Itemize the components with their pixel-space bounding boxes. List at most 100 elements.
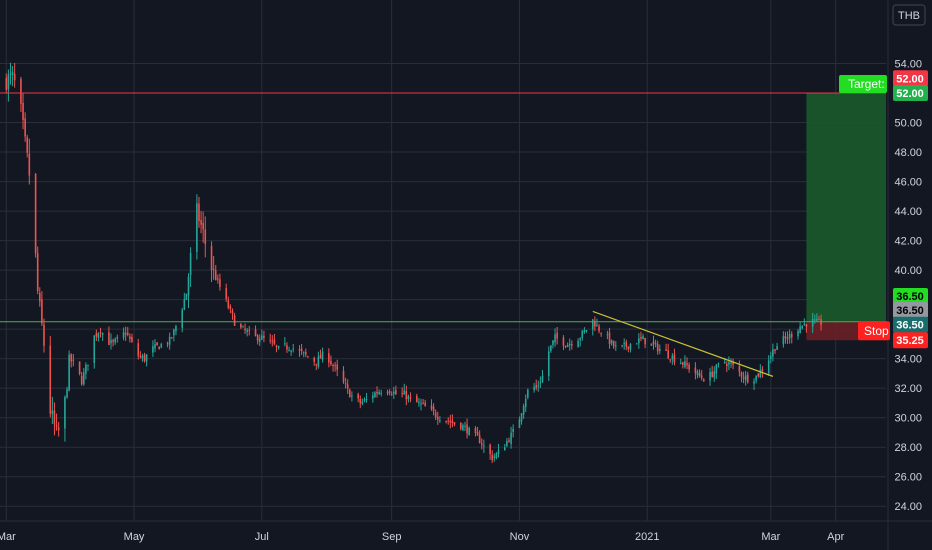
candle-body — [24, 118, 26, 137]
y-tick-label: 28.00 — [894, 442, 922, 454]
candle-body — [717, 363, 720, 365]
candle-body — [581, 330, 584, 339]
candle-body — [290, 350, 292, 352]
x-tick-label: Mar — [0, 531, 16, 543]
candle-body — [305, 352, 307, 355]
candle-body — [372, 395, 374, 399]
candle-body — [436, 416, 439, 420]
candle-body — [131, 336, 133, 342]
candle-body — [640, 337, 642, 339]
candle-body — [348, 389, 351, 398]
candle-body — [422, 402, 424, 404]
candle-body — [464, 425, 466, 427]
candle-body — [547, 351, 550, 377]
candle-body — [554, 334, 556, 343]
target-tag: Target: — [848, 77, 885, 91]
candle-body — [7, 74, 10, 90]
candle-body — [145, 354, 148, 362]
candle-body — [292, 348, 295, 350]
candle-body — [374, 392, 376, 398]
x-tick-label: Nov — [510, 531, 530, 543]
candle-body — [591, 319, 594, 330]
candle-body — [434, 412, 437, 418]
candle-body — [256, 335, 259, 341]
candle-body — [520, 413, 523, 422]
candle-body — [363, 399, 366, 401]
candle-body — [378, 392, 380, 395]
candle-body — [321, 351, 324, 360]
candle-body — [694, 367, 697, 374]
candle-body — [598, 326, 600, 332]
candle-body — [621, 344, 623, 346]
candle-body — [82, 372, 85, 385]
candle-body — [300, 348, 303, 352]
candle-body — [784, 336, 787, 339]
candle-body — [20, 78, 22, 104]
candle-body — [746, 374, 749, 383]
candle-body — [759, 370, 762, 378]
candle-body — [114, 338, 117, 343]
candle-body — [797, 330, 799, 337]
candle-body — [790, 333, 793, 338]
horizontal-lines[interactable] — [0, 92, 886, 323]
y-tick-label: 50.00 — [894, 118, 922, 130]
candle-body — [22, 102, 24, 121]
candle-body — [288, 349, 290, 351]
x-tick-label: Jul — [255, 531, 269, 543]
y-tick-label: 46.00 — [894, 177, 922, 189]
candle-body — [642, 336, 644, 340]
candle-body — [696, 371, 699, 376]
entry-price-grey-box — [893, 301, 928, 318]
candle-body — [9, 73, 12, 75]
x-tick-label: Apr — [827, 531, 844, 543]
y-tick-label: 54.00 — [894, 59, 922, 71]
candle-body — [317, 356, 320, 367]
currency-label: THB — [898, 10, 920, 22]
y-tick-label: 34.00 — [894, 354, 922, 366]
candle-body — [480, 443, 483, 446]
candle-body — [49, 345, 52, 414]
candle-body — [85, 364, 87, 374]
candle-body — [460, 422, 462, 429]
candle-body — [673, 354, 676, 363]
candle-body — [451, 420, 454, 423]
position-zones[interactable] — [806, 93, 886, 341]
candle-body — [185, 293, 188, 301]
candle-body — [196, 203, 198, 252]
candle-body — [313, 357, 315, 362]
candle-body — [187, 276, 190, 296]
currency-button[interactable]: THB — [892, 4, 926, 26]
candle-body — [36, 253, 39, 292]
stop-tag-box — [858, 321, 890, 341]
target-tag-box — [839, 75, 887, 94]
candle-body — [328, 353, 330, 363]
candle-body — [93, 335, 96, 363]
candle-body — [376, 391, 378, 394]
entry-price-green: 36.50 — [896, 291, 924, 303]
candle-body — [665, 349, 667, 351]
candle-body — [38, 293, 41, 302]
candle-body — [658, 348, 661, 351]
candle-body — [684, 361, 686, 367]
candle-body — [168, 336, 171, 345]
candle-body — [269, 339, 271, 341]
candle-body — [568, 343, 571, 346]
candle-body — [476, 432, 479, 436]
candle-body — [70, 354, 73, 362]
candle-body — [110, 339, 112, 344]
candle-body — [698, 373, 701, 377]
candle-body — [122, 332, 125, 338]
candle-body — [508, 440, 510, 442]
candle-body — [420, 403, 422, 405]
candle-body — [202, 223, 204, 230]
candle-body — [78, 361, 81, 374]
candle-body — [189, 253, 192, 276]
candle-body — [57, 427, 60, 431]
candle-body — [158, 346, 160, 350]
candle-body — [198, 203, 200, 222]
candle-body — [615, 345, 617, 347]
candle-body — [432, 406, 435, 412]
trendline[interactable] — [592, 310, 774, 377]
candle-body — [240, 324, 242, 328]
